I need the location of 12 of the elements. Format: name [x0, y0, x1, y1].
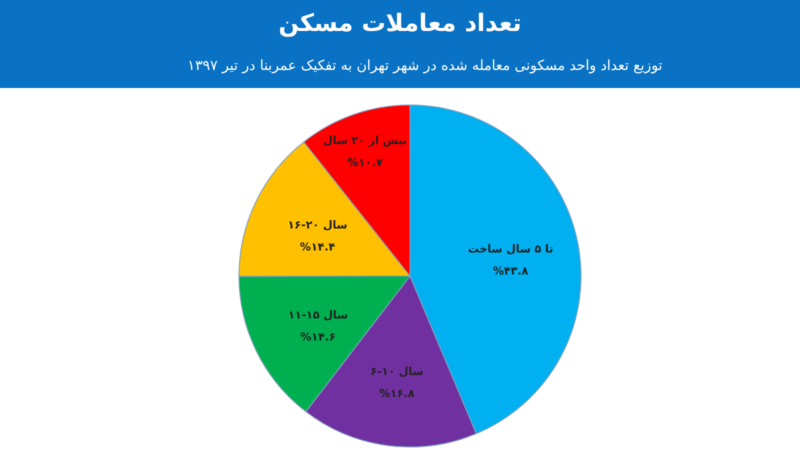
slice-label: تا ۵ سال ساخت [468, 242, 554, 256]
data-label: %۱۴.۴ [300, 240, 336, 254]
slice-label: ۶-۱۰ سال [370, 364, 424, 378]
slice-label: ۱۱-۱۵ سال [288, 308, 348, 322]
slice-label: ۱۶-۲۰ سال [288, 218, 348, 232]
slice-label: بیش از ۲۰ سال [323, 134, 407, 147]
chart-title: تعداد معاملات مسکن [278, 9, 522, 37]
data-label: %۱۶.۸ [379, 386, 415, 400]
data-label: %۱۴.۶ [300, 330, 336, 344]
chart-subtitle: توزیع تعداد واحد مسکونی معامله شده در شهر تهران به تفکیک عمربنا در تیر ۱۳۹۷ [188, 58, 663, 74]
data-label: %۴۳.۸ [492, 264, 529, 278]
data-label: %۱۰.۷ [347, 156, 383, 169]
